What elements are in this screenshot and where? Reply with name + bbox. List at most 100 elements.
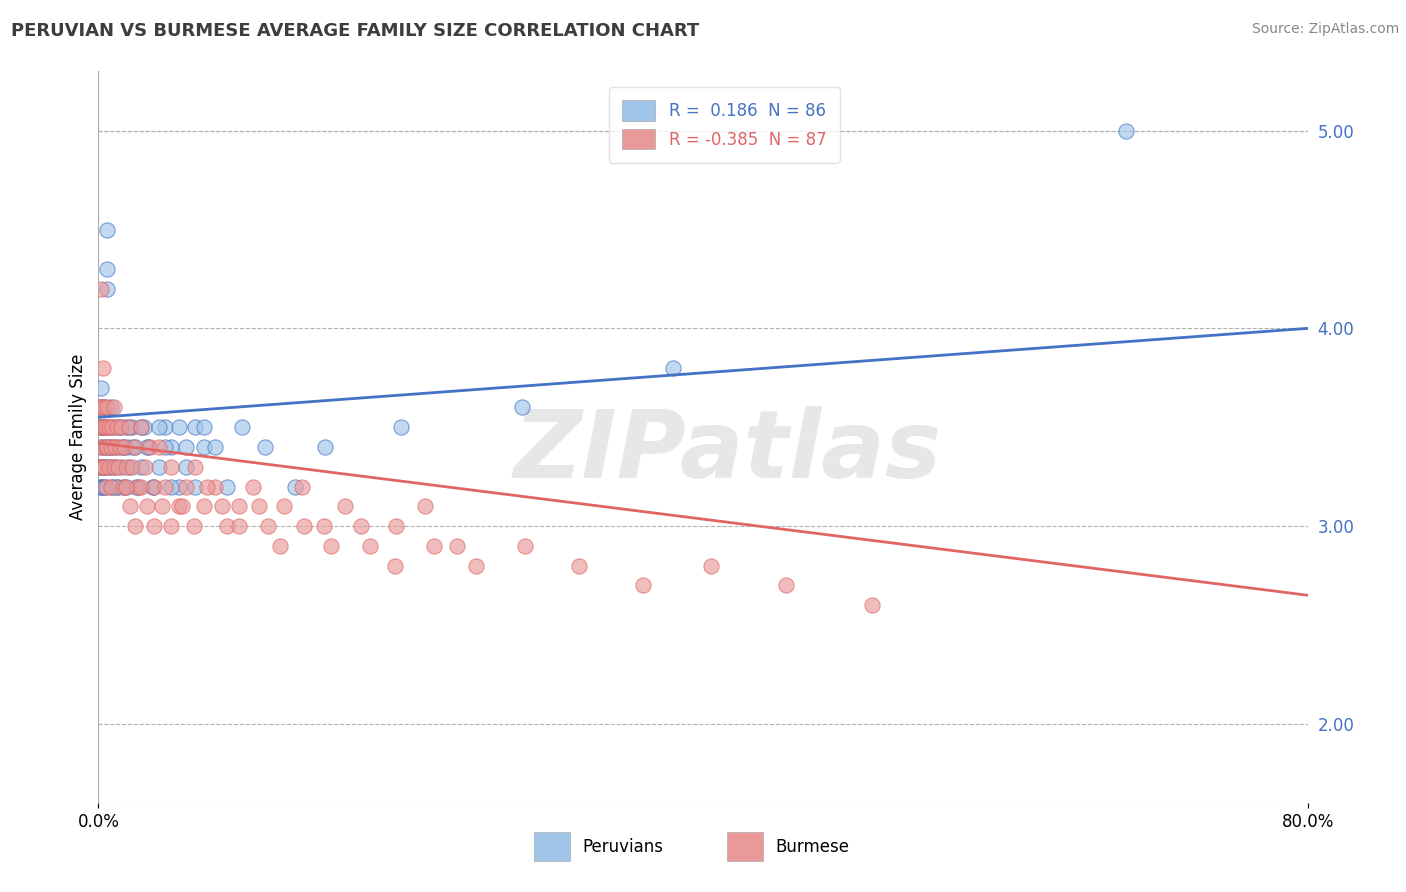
- Point: [114, 479, 136, 493]
- Point: [124, 440, 146, 454]
- Point: [231, 420, 253, 434]
- Point: [103, 401, 125, 415]
- Point: [98, 420, 121, 434]
- Point: [100, 401, 122, 415]
- Point: [1115, 123, 1137, 137]
- Point: [89, 401, 111, 415]
- Point: [193, 440, 215, 454]
- Point: [94, 440, 117, 454]
- Point: [160, 459, 183, 474]
- Point: [110, 459, 132, 474]
- Point: [93, 420, 115, 434]
- Point: [333, 500, 356, 514]
- Point: [183, 519, 205, 533]
- Point: [273, 500, 295, 514]
- Point: [167, 420, 190, 434]
- Point: [384, 558, 406, 573]
- Point: [89, 459, 111, 474]
- Point: [98, 459, 121, 474]
- Point: [135, 440, 157, 454]
- Point: [350, 519, 373, 533]
- Point: [108, 420, 131, 434]
- Point: [104, 420, 127, 434]
- Point: [253, 440, 276, 454]
- Point: [148, 420, 170, 434]
- Point: [90, 381, 112, 395]
- Point: [127, 479, 149, 493]
- Point: [105, 440, 128, 454]
- Point: [90, 282, 112, 296]
- Point: [256, 519, 278, 533]
- Text: Peruvians: Peruvians: [582, 838, 664, 855]
- Point: [247, 500, 270, 514]
- Point: [93, 479, 115, 493]
- Point: [103, 440, 125, 454]
- Point: [91, 459, 114, 474]
- Point: [101, 420, 124, 434]
- Point: [228, 500, 250, 514]
- Point: [167, 500, 190, 514]
- Point: [127, 479, 149, 493]
- Point: [101, 459, 124, 474]
- Point: [143, 479, 166, 493]
- Point: [215, 519, 238, 533]
- Point: [121, 420, 143, 434]
- Point: [90, 459, 112, 474]
- Point: [114, 420, 136, 434]
- Point: [312, 519, 335, 533]
- Point: [89, 479, 111, 493]
- Point: [93, 459, 115, 474]
- Point: [115, 440, 138, 454]
- Point: [360, 539, 382, 553]
- Point: [661, 360, 683, 375]
- Point: [89, 459, 111, 474]
- Point: [94, 440, 117, 454]
- Point: [91, 420, 114, 434]
- Point: [112, 440, 135, 454]
- Point: [112, 479, 135, 493]
- Bar: [727, 832, 763, 862]
- Point: [121, 440, 143, 454]
- Point: [93, 401, 115, 415]
- Point: [284, 479, 307, 493]
- Point: [104, 440, 127, 454]
- Point: [94, 420, 117, 434]
- Point: [89, 401, 111, 415]
- Point: [160, 440, 183, 454]
- Point: [699, 558, 721, 573]
- Point: [100, 440, 122, 454]
- Point: [114, 479, 136, 493]
- Bar: [534, 832, 569, 862]
- Point: [385, 519, 408, 533]
- Point: [321, 539, 343, 553]
- Point: [124, 440, 146, 454]
- Point: [110, 420, 132, 434]
- Point: [91, 360, 114, 375]
- Point: [314, 440, 336, 454]
- Point: [94, 479, 117, 493]
- Point: [291, 479, 314, 493]
- Point: [170, 500, 193, 514]
- Point: [242, 479, 264, 493]
- Point: [103, 479, 125, 493]
- Point: [93, 401, 115, 415]
- Point: [775, 578, 797, 592]
- Point: [104, 459, 127, 474]
- Point: [204, 479, 226, 493]
- Point: [94, 459, 117, 474]
- Point: [93, 420, 115, 434]
- Point: [111, 479, 134, 493]
- Point: [389, 420, 412, 434]
- Point: [91, 420, 114, 434]
- Point: [153, 420, 176, 434]
- Point: [148, 459, 170, 474]
- Point: [139, 440, 162, 454]
- Point: [96, 440, 118, 454]
- Text: Burmese: Burmese: [776, 838, 849, 855]
- Point: [193, 500, 215, 514]
- Point: [423, 539, 446, 553]
- Point: [107, 479, 129, 493]
- Point: [89, 420, 111, 434]
- Text: PERUVIAN VS BURMESE AVERAGE FAMILY SIZE CORRELATION CHART: PERUVIAN VS BURMESE AVERAGE FAMILY SIZE …: [11, 22, 700, 40]
- Point: [195, 479, 218, 493]
